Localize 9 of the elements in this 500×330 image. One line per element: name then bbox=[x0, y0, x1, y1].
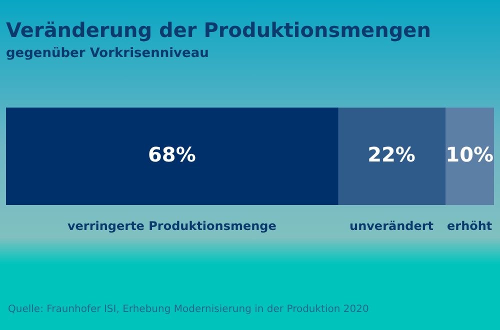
chart-title: Veränderung der Produktionsmengen bbox=[6, 18, 431, 42]
series-label: erhöht bbox=[447, 219, 492, 234]
source-note: Quelle: Fraunhofer ISI, Erhebung Modernisierung in der Produktion 2020 bbox=[8, 304, 369, 315]
series-label: verringerte Produktionsmenge bbox=[67, 219, 276, 234]
chart-subtitle: gegenüber Vorkrisenniveau bbox=[6, 46, 209, 62]
data-label: 10% bbox=[446, 142, 494, 167]
data-label: 68% bbox=[148, 142, 196, 167]
data-label: 22% bbox=[368, 142, 416, 167]
series-label: unverändert bbox=[350, 219, 434, 234]
